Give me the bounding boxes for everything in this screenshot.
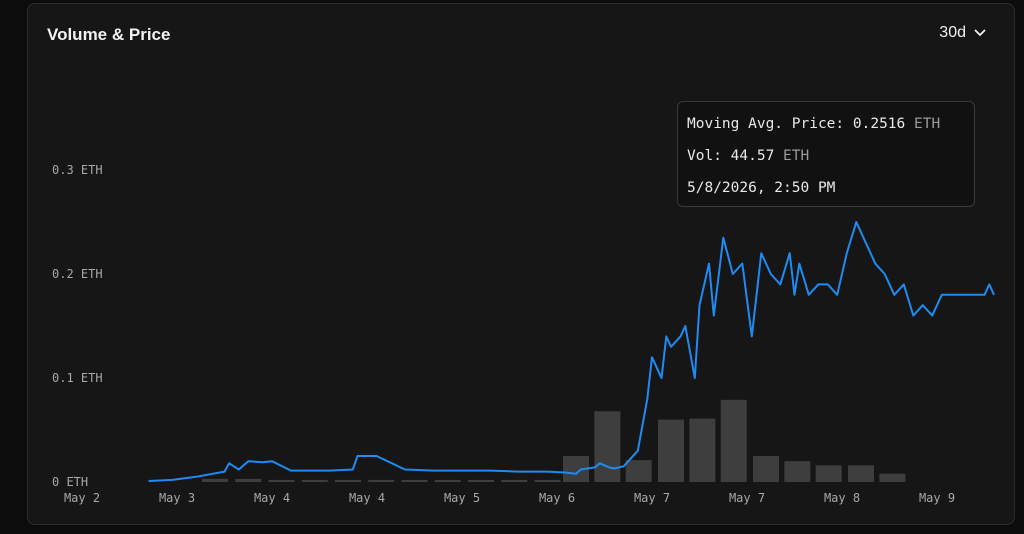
price-line[interactable] — [148, 221, 995, 482]
x-tick-label: May 4 — [349, 491, 385, 505]
card-title: Volume & Price — [47, 25, 171, 44]
x-tick-label: May 4 — [254, 491, 290, 505]
chevron-down-icon — [974, 29, 986, 36]
y-tick-label: 0.3 ETH — [52, 163, 103, 177]
y-tick-label: 0.1 ETH — [52, 371, 103, 385]
x-tick-label: May 2 — [64, 491, 100, 505]
x-tick-label: May 6 — [539, 491, 575, 505]
volume-bar[interactable] — [594, 411, 621, 482]
volume-bar[interactable] — [689, 418, 716, 482]
volume-bar[interactable] — [301, 479, 328, 482]
x-tick-label: May 9 — [919, 491, 955, 505]
volume-bar[interactable] — [815, 465, 842, 482]
volume-bar[interactable] — [202, 478, 228, 482]
time-range-dropdown[interactable]: 30d — [939, 24, 986, 42]
volume-bar[interactable] — [368, 479, 395, 482]
tooltip-price-unit: ETH — [914, 116, 941, 132]
volume-bar[interactable] — [501, 479, 528, 482]
volume-bar[interactable] — [753, 456, 779, 482]
x-tick-label: May 7 — [729, 491, 765, 505]
volume-bar[interactable] — [848, 465, 874, 482]
tooltip-datetime: 5/8/2026, 2:50 PM — [687, 180, 836, 196]
volume-price-card: Volume & Price 30d — [27, 3, 1015, 525]
chart-tooltip: Moving Avg. Price: 0.2516 ETH Vol: 44.57… — [677, 101, 975, 207]
volume-bar[interactable] — [720, 399, 747, 482]
tooltip-vol-label: Vol: — [687, 148, 722, 164]
y-tick-label: 0 ETH — [52, 475, 88, 489]
volume-bar[interactable] — [625, 460, 652, 482]
volume-bar[interactable] — [468, 479, 494, 482]
x-tick-label: May 3 — [159, 491, 195, 505]
volume-bar[interactable] — [534, 479, 561, 482]
tooltip-price-value: 0.2516 — [852, 116, 906, 132]
time-range-label: 30d — [939, 24, 966, 41]
volume-bar[interactable] — [784, 461, 811, 482]
x-tick-label: May 7 — [634, 491, 670, 505]
volume-bar[interactable] — [401, 479, 428, 482]
price-line-layer — [148, 221, 995, 482]
x-tick-label: May 5 — [444, 491, 480, 505]
volume-bar[interactable] — [879, 473, 906, 482]
volume-bars — [202, 399, 906, 482]
y-tick-label: 0.2 ETH — [52, 267, 103, 281]
volume-bar[interactable] — [268, 479, 295, 482]
tooltip-vol-unit: ETH — [783, 148, 810, 164]
tooltip-price-label: Moving Avg. Price: — [687, 116, 845, 132]
x-tick-label: May 8 — [824, 491, 860, 505]
tooltip-vol-value: 44.57 — [730, 148, 775, 164]
volume-bar[interactable] — [658, 419, 684, 482]
volume-bar[interactable] — [335, 479, 361, 482]
volume-bar[interactable] — [434, 479, 461, 482]
x-axis-ticks: May 2 May 3 May 4 May 4 May 5 May 6 May 7 May 7… — [64, 491, 955, 505]
volume-bar[interactable] — [235, 478, 262, 482]
y-axis-ticks: 0 ETH 0.1 ETH 0.2 ETH 0.3 ETH — [52, 163, 103, 489]
